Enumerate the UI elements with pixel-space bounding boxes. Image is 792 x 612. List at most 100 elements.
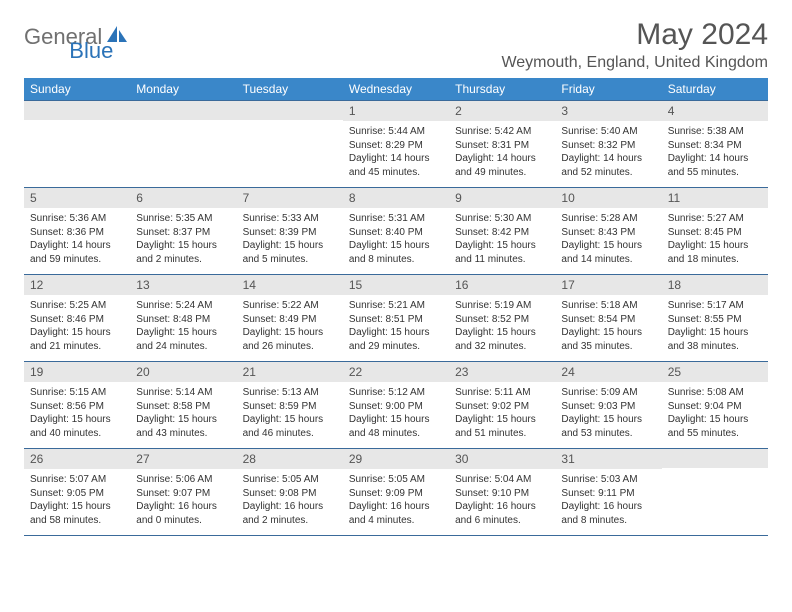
sunrise-text: Sunrise: 5:24 AM — [136, 299, 230, 313]
day-number: 21 — [237, 362, 343, 382]
daylight-text: Daylight: 15 hours and 35 minutes. — [561, 326, 655, 353]
calendar-week-row: 1Sunrise: 5:44 AMSunset: 8:29 PMDaylight… — [24, 101, 768, 188]
day-number: 12 — [24, 275, 130, 295]
daylight-text: Daylight: 15 hours and 43 minutes. — [136, 413, 230, 440]
sunrise-text: Sunrise: 5:03 AM — [561, 473, 655, 487]
day-cell: 13Sunrise: 5:24 AMSunset: 8:48 PMDayligh… — [130, 275, 236, 362]
day-cell: 12Sunrise: 5:25 AMSunset: 8:46 PMDayligh… — [24, 275, 130, 362]
day-body: Sunrise: 5:25 AMSunset: 8:46 PMDaylight:… — [24, 295, 130, 361]
sunset-text: Sunset: 9:02 PM — [455, 400, 549, 414]
sunrise-text: Sunrise: 5:13 AM — [243, 386, 337, 400]
day-number — [237, 101, 343, 120]
day-cell: 18Sunrise: 5:17 AMSunset: 8:55 PMDayligh… — [662, 275, 768, 362]
sunrise-text: Sunrise: 5:25 AM — [30, 299, 124, 313]
sunset-text: Sunset: 9:10 PM — [455, 487, 549, 501]
day-header: Wednesday — [343, 78, 449, 101]
daylight-text: Daylight: 15 hours and 26 minutes. — [243, 326, 337, 353]
daylight-text: Daylight: 15 hours and 11 minutes. — [455, 239, 549, 266]
daylight-text: Daylight: 15 hours and 24 minutes. — [136, 326, 230, 353]
sunrise-text: Sunrise: 5:04 AM — [455, 473, 549, 487]
day-cell: 2Sunrise: 5:42 AMSunset: 8:31 PMDaylight… — [449, 101, 555, 188]
sunrise-text: Sunrise: 5:05 AM — [243, 473, 337, 487]
sunrise-text: Sunrise: 5:18 AM — [561, 299, 655, 313]
day-body: Sunrise: 5:13 AMSunset: 8:59 PMDaylight:… — [237, 382, 343, 448]
day-number — [662, 449, 768, 468]
sunset-text: Sunset: 8:46 PM — [30, 313, 124, 327]
day-cell: 29Sunrise: 5:05 AMSunset: 9:09 PMDayligh… — [343, 449, 449, 536]
day-number: 18 — [662, 275, 768, 295]
sunrise-text: Sunrise: 5:05 AM — [349, 473, 443, 487]
day-cell: 1Sunrise: 5:44 AMSunset: 8:29 PMDaylight… — [343, 101, 449, 188]
sunrise-text: Sunrise: 5:12 AM — [349, 386, 443, 400]
day-number: 2 — [449, 101, 555, 121]
day-body: Sunrise: 5:22 AMSunset: 8:49 PMDaylight:… — [237, 295, 343, 361]
sunset-text: Sunset: 8:55 PM — [668, 313, 762, 327]
day-header: Monday — [130, 78, 236, 101]
day-body: Sunrise: 5:38 AMSunset: 8:34 PMDaylight:… — [662, 121, 768, 187]
day-number — [24, 101, 130, 120]
day-number: 16 — [449, 275, 555, 295]
day-cell: 25Sunrise: 5:08 AMSunset: 9:04 PMDayligh… — [662, 362, 768, 449]
daylight-text: Daylight: 16 hours and 0 minutes. — [136, 500, 230, 527]
calendar-week-row: 5Sunrise: 5:36 AMSunset: 8:36 PMDaylight… — [24, 188, 768, 275]
title-block: May 2024 Weymouth, England, United Kingd… — [501, 18, 768, 72]
calendar-table: SundayMondayTuesdayWednesdayThursdayFrid… — [24, 78, 768, 536]
sunrise-text: Sunrise: 5:42 AM — [455, 125, 549, 139]
sunset-text: Sunset: 8:52 PM — [455, 313, 549, 327]
sunset-text: Sunset: 8:39 PM — [243, 226, 337, 240]
daylight-text: Daylight: 15 hours and 48 minutes. — [349, 413, 443, 440]
daylight-text: Daylight: 15 hours and 2 minutes. — [136, 239, 230, 266]
daylight-text: Daylight: 15 hours and 18 minutes. — [668, 239, 762, 266]
day-cell: 14Sunrise: 5:22 AMSunset: 8:49 PMDayligh… — [237, 275, 343, 362]
sunrise-text: Sunrise: 5:14 AM — [136, 386, 230, 400]
day-number: 1 — [343, 101, 449, 121]
day-header: Saturday — [662, 78, 768, 101]
sunrise-text: Sunrise: 5:28 AM — [561, 212, 655, 226]
daylight-text: Daylight: 15 hours and 14 minutes. — [561, 239, 655, 266]
day-cell: 11Sunrise: 5:27 AMSunset: 8:45 PMDayligh… — [662, 188, 768, 275]
header: General Blue May 2024 Weymouth, England,… — [24, 18, 768, 72]
sunset-text: Sunset: 8:49 PM — [243, 313, 337, 327]
sunset-text: Sunset: 8:54 PM — [561, 313, 655, 327]
day-number: 26 — [24, 449, 130, 469]
sunrise-text: Sunrise: 5:38 AM — [668, 125, 762, 139]
daylight-text: Daylight: 16 hours and 6 minutes. — [455, 500, 549, 527]
day-body: Sunrise: 5:18 AMSunset: 8:54 PMDaylight:… — [555, 295, 661, 361]
sunset-text: Sunset: 8:56 PM — [30, 400, 124, 414]
daylight-text: Daylight: 15 hours and 46 minutes. — [243, 413, 337, 440]
month-title: May 2024 — [501, 18, 768, 52]
daylight-text: Daylight: 16 hours and 2 minutes. — [243, 500, 337, 527]
day-number: 13 — [130, 275, 236, 295]
day-body: Sunrise: 5:05 AMSunset: 9:08 PMDaylight:… — [237, 469, 343, 535]
sunset-text: Sunset: 8:58 PM — [136, 400, 230, 414]
day-number: 30 — [449, 449, 555, 469]
day-header-row: SundayMondayTuesdayWednesdayThursdayFrid… — [24, 78, 768, 101]
day-body: Sunrise: 5:03 AMSunset: 9:11 PMDaylight:… — [555, 469, 661, 535]
day-number: 19 — [24, 362, 130, 382]
day-body: Sunrise: 5:24 AMSunset: 8:48 PMDaylight:… — [130, 295, 236, 361]
sunset-text: Sunset: 8:32 PM — [561, 139, 655, 153]
day-cell: 5Sunrise: 5:36 AMSunset: 8:36 PMDaylight… — [24, 188, 130, 275]
sunrise-text: Sunrise: 5:27 AM — [668, 212, 762, 226]
sunset-text: Sunset: 8:36 PM — [30, 226, 124, 240]
sunset-text: Sunset: 8:42 PM — [455, 226, 549, 240]
sunrise-text: Sunrise: 5:33 AM — [243, 212, 337, 226]
sunrise-text: Sunrise: 5:36 AM — [30, 212, 124, 226]
day-cell: 4Sunrise: 5:38 AMSunset: 8:34 PMDaylight… — [662, 101, 768, 188]
sunrise-text: Sunrise: 5:40 AM — [561, 125, 655, 139]
day-body: Sunrise: 5:35 AMSunset: 8:37 PMDaylight:… — [130, 208, 236, 274]
day-number: 23 — [449, 362, 555, 382]
day-cell: 7Sunrise: 5:33 AMSunset: 8:39 PMDaylight… — [237, 188, 343, 275]
sunset-text: Sunset: 9:04 PM — [668, 400, 762, 414]
sunset-text: Sunset: 8:40 PM — [349, 226, 443, 240]
day-body: Sunrise: 5:15 AMSunset: 8:56 PMDaylight:… — [24, 382, 130, 448]
sunset-text: Sunset: 8:31 PM — [455, 139, 549, 153]
logo: General Blue — [24, 24, 177, 50]
day-body — [237, 120, 343, 180]
day-body: Sunrise: 5:42 AMSunset: 8:31 PMDaylight:… — [449, 121, 555, 187]
day-body: Sunrise: 5:21 AMSunset: 8:51 PMDaylight:… — [343, 295, 449, 361]
day-number: 27 — [130, 449, 236, 469]
empty-day-cell — [24, 101, 130, 188]
day-cell: 8Sunrise: 5:31 AMSunset: 8:40 PMDaylight… — [343, 188, 449, 275]
sunrise-text: Sunrise: 5:17 AM — [668, 299, 762, 313]
